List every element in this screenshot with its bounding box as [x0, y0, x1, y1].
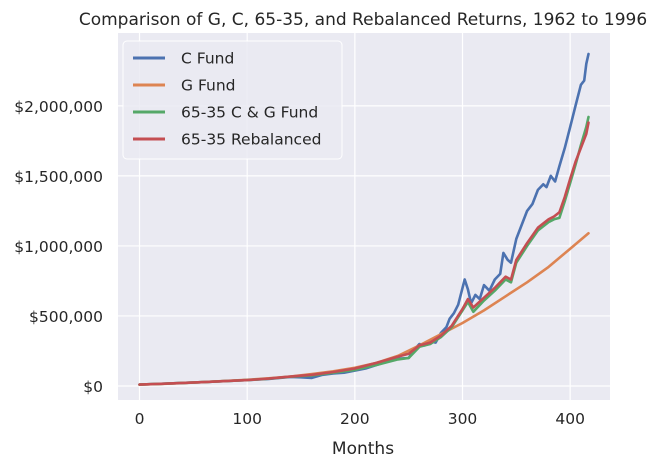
series-lines: [138, 52, 590, 386]
legend-label: G Fund: [181, 77, 236, 95]
legend: C Fund G Fund 65-35 C & G Fund 65-35 Rebala…: [122, 40, 343, 160]
x-tick-label: 400: [555, 410, 585, 428]
series-line-4: [138, 121, 590, 386]
x-tick-labels: 0 100 200 300 400: [135, 410, 585, 428]
legend-box: [122, 40, 343, 160]
y-tick-labels: $0 $500,000 $1,000,000 $1,500,000 $2,000,000: [14, 98, 103, 396]
x-tick-label: 0: [135, 410, 145, 428]
legend-label: 65-35 C & G Fund: [181, 104, 318, 122]
y-tick-label: $1,500,000: [14, 168, 103, 186]
x-axis-label: Months: [332, 439, 394, 459]
y-tick-label: $0: [83, 378, 103, 396]
y-tick-label: $1,000,000: [14, 238, 103, 256]
legend-label: 65-35 Rebalanced: [181, 131, 321, 149]
chart-title: Comparison of G, C, 65-35, and Rebalance…: [79, 10, 647, 30]
x-tick-label: 200: [340, 410, 370, 428]
x-tick-label: 300: [448, 410, 478, 428]
y-tick-label: $2,000,000: [14, 98, 103, 116]
x-tick-label: 100: [232, 410, 262, 428]
legend-label: C Fund: [181, 50, 234, 68]
y-tick-label: $500,000: [29, 308, 103, 326]
